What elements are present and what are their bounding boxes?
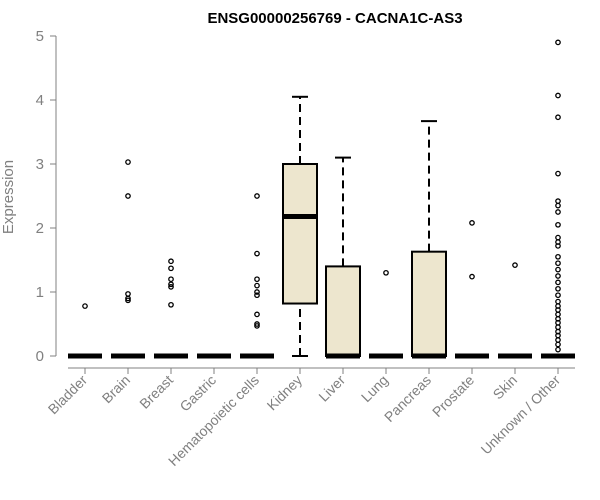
outlier-point: [555, 260, 561, 267]
outlier-point: [125, 297, 131, 304]
outlier-point: [555, 337, 561, 343]
y-tick-label: 0: [36, 348, 44, 365]
x-tick-label: Skin: [490, 372, 521, 403]
outlier-point: [555, 198, 561, 204]
outlier-point: [254, 282, 260, 289]
x-tick-label: Breast: [136, 372, 176, 412]
box-group: [154, 258, 188, 359]
x-tick-label: Liver: [315, 372, 348, 405]
outlier-point: [168, 281, 174, 288]
y-tick-label: 2: [36, 220, 44, 237]
outlier-point: [555, 279, 561, 286]
x-tick-label: Bladder: [45, 372, 91, 418]
x-tick-label: Gastric: [176, 372, 219, 415]
outlier-point: [555, 285, 561, 292]
outlier-point: [555, 234, 561, 241]
outlier-point: [383, 269, 389, 276]
box-group: [498, 262, 532, 359]
outlier-point: [125, 159, 131, 165]
outlier-point: [254, 311, 260, 318]
box-group: [541, 39, 575, 359]
outlier-point: [168, 284, 174, 290]
outlier-point: [125, 291, 131, 297]
outlier-point: [168, 265, 174, 272]
outlier-point: [254, 250, 260, 257]
outlier-point: [469, 220, 475, 226]
box-group: [282, 95, 318, 357]
outlier-point: [555, 202, 561, 209]
box: [282, 163, 318, 305]
outlier-point: [555, 298, 561, 305]
box-group: [240, 193, 274, 359]
x-tick-label: Brain: [99, 372, 133, 406]
y-tick-label: 5: [36, 28, 44, 45]
outlier-point: [82, 303, 88, 309]
outlier-point: [555, 346, 561, 353]
y-tick-label: 1: [36, 284, 44, 301]
outlier-point: [555, 292, 561, 299]
outlier-point: [555, 221, 561, 228]
outlier-point: [254, 276, 260, 283]
outlier-point: [555, 273, 561, 279]
box-group: [325, 156, 361, 359]
outlier-point: [512, 262, 518, 268]
box-group: [411, 120, 447, 359]
outlier-point: [469, 273, 475, 280]
outlier-point: [555, 243, 561, 249]
outlier-point: [254, 321, 260, 327]
chart-title: ENSG00000256769 - CACNA1C-AS3: [207, 10, 462, 27]
outlier-point: [555, 209, 561, 215]
outlier-point: [254, 289, 260, 295]
y-tick-label: 3: [36, 156, 44, 173]
outlier-point: [168, 258, 174, 265]
box-group: [455, 220, 489, 359]
box: [325, 265, 361, 357]
x-tick-label: Kidney: [264, 372, 306, 414]
x-tick-label: Prostate: [429, 372, 477, 420]
outlier-point: [555, 311, 561, 318]
outlier-point: [555, 170, 561, 177]
outlier-point: [555, 253, 561, 260]
outlier-point: [254, 323, 260, 329]
y-axis-label: Expression: [0, 160, 17, 234]
outlier-point: [555, 341, 561, 348]
outlier-point: [125, 295, 131, 302]
y-axis: 0 1 2 3 4 5: [36, 28, 57, 365]
y-tick-label: 4: [36, 92, 44, 109]
x-tick-label: Pancreas: [381, 372, 434, 425]
outlier-point: [254, 193, 260, 199]
outlier-point: [555, 114, 561, 121]
outlier-point: [555, 324, 561, 331]
box-group: [111, 159, 145, 359]
x-tick-label: Unknown / Other: [478, 372, 564, 458]
outlier-point: [254, 292, 260, 299]
boxes-layer: [68, 39, 575, 359]
box: [411, 250, 447, 357]
box-group: [369, 269, 403, 359]
outlier-point: [168, 276, 174, 283]
outlier-point: [168, 301, 174, 308]
outlier-point: [555, 39, 561, 46]
box-group: [68, 303, 102, 359]
x-tick-label: Lung: [358, 372, 391, 405]
outlier-point: [125, 193, 131, 199]
outlier-point: [555, 92, 561, 99]
outlier-point: [555, 266, 561, 273]
